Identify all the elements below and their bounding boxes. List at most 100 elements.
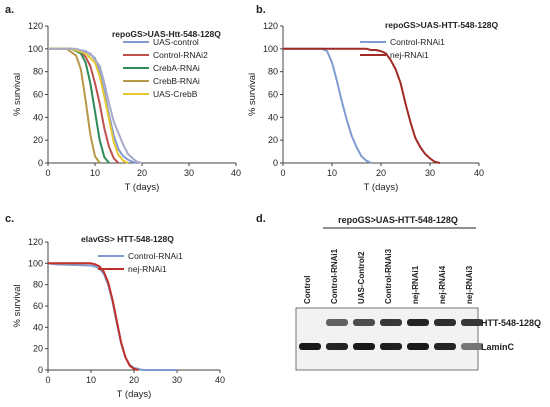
blot-lane-label: Control-RNAi1 <box>330 248 339 304</box>
y-tick-label: 20 <box>33 135 43 145</box>
blot-header: repoGS>UAS-HTT-548-128Q <box>338 215 458 225</box>
blot-band <box>353 319 375 326</box>
series-line-4 <box>48 47 129 164</box>
chart-b-plot: 0 20 40 60 80 100 120 0 10 20 30 40 T (days) % surviv… <box>247 20 499 193</box>
legend-label: UAS-CrebB <box>153 89 198 99</box>
series-line-0 <box>47 262 143 371</box>
series-line-1 <box>283 47 441 164</box>
y-tick-label: 100 <box>28 258 43 268</box>
x-tick-label: 40 <box>231 168 241 178</box>
y-axis-title: % survival <box>247 73 258 116</box>
blot-band-labels: HTT-548-128Q LaminC <box>481 318 541 352</box>
blot-band <box>407 319 429 326</box>
blot-bands <box>299 319 483 350</box>
x-tick-label: 10 <box>327 168 337 178</box>
x-tick-label: 30 <box>425 168 435 178</box>
x-axis-title: T (days) <box>117 389 152 400</box>
y-tick-label: 60 <box>268 90 278 100</box>
y-tick-label: 20 <box>268 135 278 145</box>
blot-band <box>380 319 402 326</box>
blot-band <box>353 343 375 350</box>
y-tick-label: 40 <box>268 112 278 122</box>
y-tick-label: 120 <box>263 21 278 31</box>
chart-title: repoGS>UAS-HTT-548-128Q <box>385 20 499 30</box>
blot-band <box>461 319 483 326</box>
x-tick-label: 30 <box>184 168 194 178</box>
y-tick-label: 120 <box>28 237 43 247</box>
chart-a-plot: 0 20 40 60 80 100 120 0 10 20 30 40 T (days) % surviv… <box>12 21 241 193</box>
x-tick-label: 30 <box>172 375 182 385</box>
blot-lane-label: nej-RNAi1 <box>411 265 420 304</box>
panel-d: d. repoGS>UAS-HTT-548-128Q Control Contro… <box>256 213 541 371</box>
legend-label: nej-RNAi1 <box>128 264 167 274</box>
y-tick-label: 120 <box>28 21 43 31</box>
blot-lane-label: nej-RNAi4 <box>438 265 447 304</box>
panel-c-letter: c. <box>5 213 14 225</box>
legend-label: UAS-control <box>153 37 199 47</box>
y-tick-label: 40 <box>33 322 43 332</box>
series-line-1 <box>48 262 139 371</box>
y-tick-label: 20 <box>33 344 43 354</box>
legend-label: nej-RNAi1 <box>390 50 429 60</box>
panel-b-letter: b. <box>256 4 266 16</box>
x-tick-label: 10 <box>90 168 100 178</box>
blot-band <box>326 343 348 350</box>
series-line-5 <box>48 47 143 164</box>
series-line-0 <box>283 47 372 164</box>
blot-lane-label: Control <box>303 276 312 304</box>
y-tick-label: 0 <box>273 158 278 168</box>
x-tick-label: 10 <box>86 375 96 385</box>
panel-a-letter: a. <box>5 4 14 16</box>
y-tick-label: 80 <box>33 280 43 290</box>
y-tick-label: 80 <box>33 67 43 77</box>
legend-label: Control-RNAi1 <box>390 37 445 47</box>
blot-membrane <box>295 307 479 371</box>
x-tick-label: 40 <box>215 375 225 385</box>
blot-band-label: LaminC <box>481 342 515 352</box>
y-tick-label: 0 <box>38 158 43 168</box>
chart-title: repoGS>UAS-Htt-548-128Q <box>112 29 221 39</box>
blot-band <box>299 343 321 350</box>
blot-lane-label: Control-RNAi3 <box>384 248 393 304</box>
y-axis-title: % survival <box>12 284 23 327</box>
chart-title: elavGS> HTT-548-128Q <box>81 234 174 244</box>
y-axis-title: % survival <box>12 73 23 116</box>
blot-band <box>434 319 456 326</box>
blot-band <box>326 319 348 326</box>
blot-band <box>380 343 402 350</box>
series-line-3 <box>48 47 101 164</box>
x-tick-label: 40 <box>474 168 484 178</box>
x-tick-label: 20 <box>129 375 139 385</box>
panel-b: b. 0 20 40 60 80 100 120 0 10 20 30 40 T (days) % sur… <box>247 4 499 193</box>
y-tick-label: 60 <box>33 301 43 311</box>
y-tick-label: 0 <box>38 365 43 375</box>
x-tick-label: 20 <box>137 168 147 178</box>
y-tick-label: 100 <box>28 44 43 54</box>
blot-band-label: HTT-548-128Q <box>481 318 541 328</box>
x-axis-title: T (days) <box>125 182 160 193</box>
blot-lane-label: nej-RNAi3 <box>465 265 474 304</box>
x-tick-label: 20 <box>376 168 386 178</box>
y-tick-label: 100 <box>263 44 278 54</box>
blot-band <box>407 343 429 350</box>
x-tick-label: 0 <box>45 375 50 385</box>
panel-c: c. 0 20 40 60 80 100 120 0 10 20 30 40 T (days) % sur… <box>5 213 225 400</box>
legend-label: CrebB-RNAi <box>153 76 200 86</box>
blot-band <box>461 343 483 350</box>
legend-label: Control-RNAi1 <box>128 251 183 261</box>
x-tick-label: 0 <box>45 168 50 178</box>
chart-c-plot: 0 20 40 60 80 100 120 0 10 20 30 40 T (days) % surviv… <box>12 234 225 400</box>
y-tick-label: 80 <box>268 67 278 77</box>
legend-label: CrebA-RNAi <box>153 63 200 73</box>
blot-lane-label: UAS-Control2 <box>357 251 366 304</box>
y-tick-label: 40 <box>33 112 43 122</box>
blot-lane-labels: Control Control-RNAi1 UAS-Control2 Control-… <box>303 248 474 304</box>
panel-d-letter: d. <box>256 213 266 225</box>
x-tick-label: 0 <box>280 168 285 178</box>
panel-a: a. 0 20 40 60 80 100 120 0 10 20 30 40 T (days) % sur… <box>5 4 241 193</box>
y-tick-label: 60 <box>33 90 43 100</box>
blot-band <box>434 343 456 350</box>
x-axis-title: T (days) <box>364 182 399 193</box>
legend-label: Control-RNAi2 <box>153 50 208 60</box>
